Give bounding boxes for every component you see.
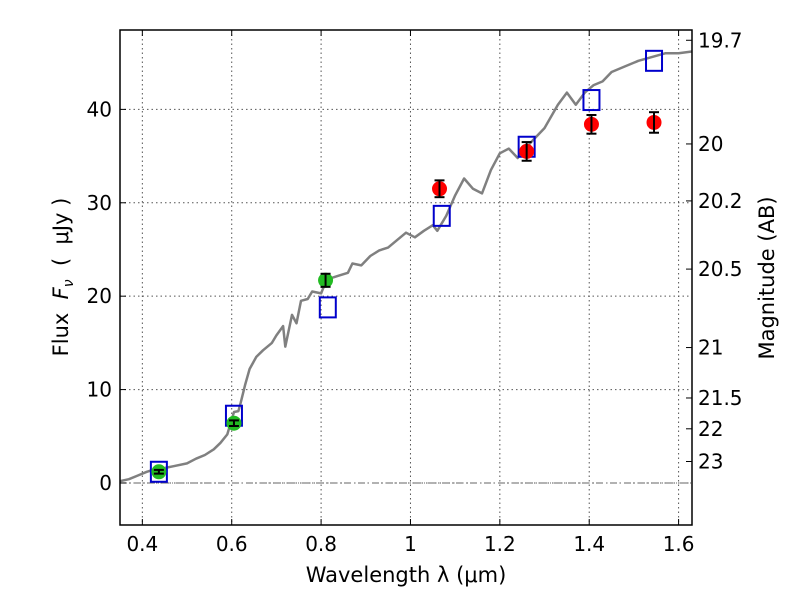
mag-tick-label: 22	[698, 417, 723, 441]
y-tick-label: 10	[87, 378, 112, 402]
plot-frame	[119, 29, 693, 526]
x-axis-label: Wavelength λ (μm)	[306, 563, 507, 587]
template-spectrum-line	[120, 50, 692, 483]
mag-tick-label: 20	[698, 132, 723, 156]
mag-tick-label: 23	[698, 449, 723, 473]
model-photometry-point	[582, 89, 601, 112]
y2-axis-label: Magnitude (AB)	[755, 196, 779, 359]
x-tick-label: 0.6	[216, 532, 248, 556]
model-photometry-point	[645, 49, 664, 72]
y-tick-label: 0	[99, 471, 112, 495]
y-axis-label: Flux Fν ( μJy )	[49, 198, 77, 357]
mag-tick-label: 21	[698, 336, 723, 360]
x-tick-label: 0.8	[305, 532, 337, 556]
y-tick-label: 20	[87, 284, 112, 308]
model-photometry-point	[149, 460, 168, 483]
mag-tick-label: 21.5	[698, 386, 743, 410]
y-tick-label: 40	[87, 97, 112, 121]
x-tick-label: 1.6	[663, 532, 695, 556]
mag-tick-label: 20.5	[698, 257, 743, 281]
y-tick-label: 30	[87, 191, 112, 215]
grid	[120, 30, 692, 525]
model-photometry-point	[318, 296, 337, 319]
mag-tick-label: 19.7	[698, 28, 743, 52]
x-tick-label: 1.2	[484, 532, 516, 556]
x-tick-label: 1	[404, 532, 417, 556]
x-tick-label: 0.4	[126, 532, 158, 556]
mag-tick-label: 20.2	[698, 189, 743, 213]
model-photometry-point	[432, 204, 451, 227]
x-tick-label: 1.4	[573, 532, 605, 556]
